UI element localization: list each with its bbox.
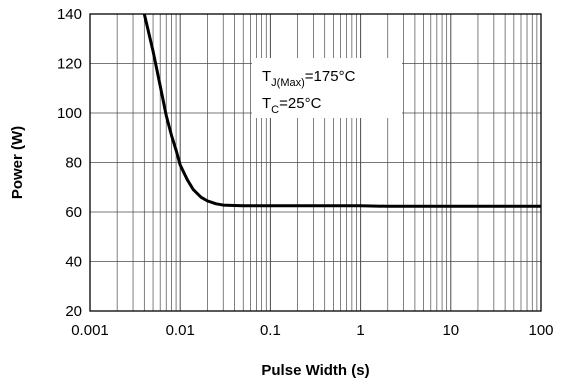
y-axis-title: Power (W) <box>9 126 26 199</box>
grid-lines <box>90 14 541 311</box>
plot-frame <box>89 13 542 312</box>
x-tick-label: 10 <box>442 322 459 339</box>
x-tick-label: 100 <box>528 322 553 339</box>
x-tick-label: 0.001 <box>71 322 109 339</box>
y-tick-label: 100 <box>57 105 82 122</box>
tick-labels: 0.001 0.01 0.1 1 10 100 20 40 60 80 100 120 140 <box>57 6 554 339</box>
annotation-tj: TJ(Max)=175°C <box>262 68 356 89</box>
x-axis-title: Pulse Width (s) <box>261 362 369 379</box>
annotation-tc: TC=25°C <box>262 95 322 116</box>
y-tick-label: 20 <box>65 303 82 320</box>
conditions-annotation: TJ(Max)=175°C TC=25°C <box>252 58 402 118</box>
series-line-0 <box>142 13 541 208</box>
series-group <box>142 13 541 208</box>
x-tick-label: 0.1 <box>260 322 281 339</box>
x-tick-label: 0.01 <box>166 322 195 339</box>
x-tick-label: 1 <box>356 322 364 339</box>
y-tick-label: 140 <box>57 6 82 23</box>
annotation-background <box>252 58 402 118</box>
y-tick-label: 80 <box>65 155 82 172</box>
y-tick-label: 40 <box>65 254 82 271</box>
y-tick-label: 120 <box>57 56 82 73</box>
y-tick-label: 60 <box>65 204 82 221</box>
